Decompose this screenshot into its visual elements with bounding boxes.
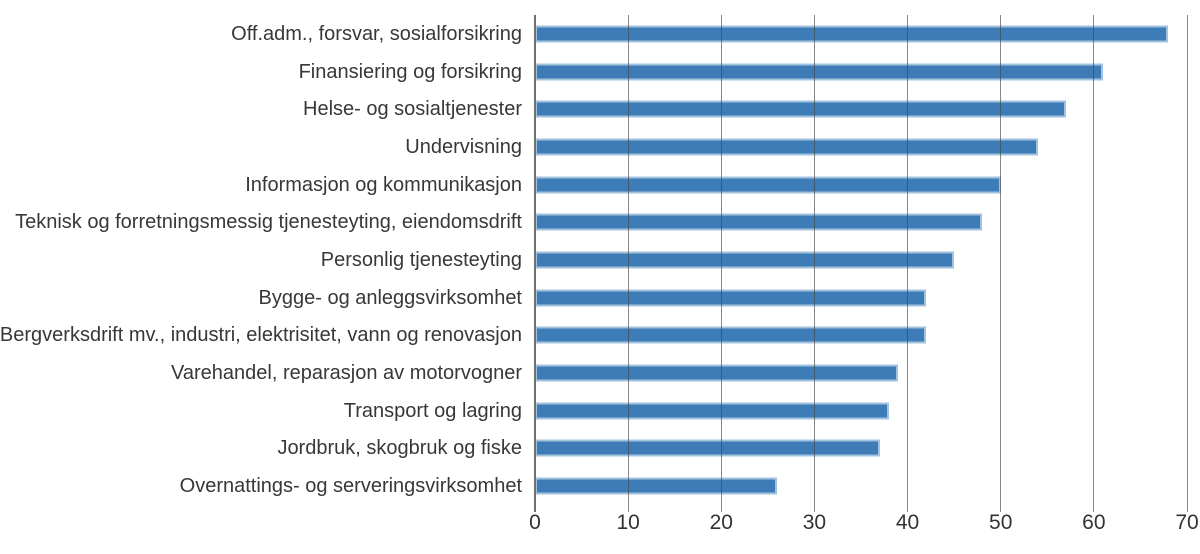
x-tick-label: 10	[616, 511, 640, 534]
category-label-text: Bergverksdrift mv., industri, elektrisit…	[0, 324, 522, 347]
bar-track	[529, 430, 1200, 468]
category-label-text: Varehandel, reparasjon av motorvogner	[171, 362, 522, 385]
category-label: Undervisning	[0, 128, 529, 166]
category-label-text: Teknisk og forretningsmessig tjenesteyti…	[15, 211, 522, 234]
category-label-text: Overnattings- og serveringsvirksomhet	[179, 475, 522, 498]
category-label-text: Off.adm., forsvar, sosialforsikring	[231, 22, 522, 45]
chart-row: Off.adm., forsvar, sosialforsikring	[0, 15, 1200, 53]
bar-track	[529, 467, 1200, 505]
category-label: Teknisk og forretningsmessig tjenesteyti…	[0, 203, 529, 241]
bar-track	[529, 354, 1200, 392]
chart-row: Bygge- og anleggsvirksomhet	[0, 279, 1200, 317]
category-label: Off.adm., forsvar, sosialforsikring	[0, 15, 529, 53]
bar-track	[529, 53, 1200, 91]
chart-row: Finansiering og forsikring	[0, 53, 1200, 91]
x-tick-label: 40	[895, 511, 920, 534]
gridline-20	[720, 15, 722, 512]
bar-track	[529, 128, 1200, 166]
bar	[535, 251, 955, 269]
x-tick-label: 20	[709, 511, 733, 534]
bar-track	[529, 166, 1200, 204]
bar	[535, 439, 880, 457]
category-label: Bygge- og anleggsvirksomhet	[0, 279, 529, 317]
bar-track	[529, 90, 1200, 128]
x-tick-label: 0	[529, 511, 541, 534]
x-tick-label: 30	[802, 511, 827, 534]
bar-track	[529, 15, 1200, 53]
gridline-50	[1000, 15, 1002, 512]
category-label: Informasjon og kommunikasjon	[0, 166, 529, 204]
x-tick-label: 70	[1175, 511, 1199, 534]
x-tick-label: 50	[989, 511, 1013, 534]
bar	[535, 100, 1066, 118]
chart-rows: Off.adm., forsvar, sosialforsikring Finan…	[0, 15, 1200, 505]
y-axis-line	[534, 15, 536, 512]
chart-row: Bergverksdrift mv., industri, elektrisit…	[0, 317, 1200, 355]
category-label: Bergverksdrift mv., industri, elektrisit…	[0, 317, 529, 355]
category-label: Varehandel, reparasjon av motorvogner	[0, 354, 529, 392]
chart-row: Transport og lagring	[0, 392, 1200, 430]
bar	[535, 289, 927, 307]
bar	[535, 63, 1104, 81]
bar	[535, 326, 927, 344]
bar	[535, 477, 778, 495]
category-label-text: Helse- og sosialtjenester	[303, 98, 522, 121]
chart-row: Overnattings- og serveringsvirksomhet	[0, 467, 1200, 505]
bar-track	[529, 317, 1200, 355]
gridline-60	[1093, 15, 1095, 512]
x-tick-label: 60	[1082, 511, 1106, 534]
chart-row: Helse- og sosialtjenester	[0, 90, 1200, 128]
gridline-70	[1186, 15, 1188, 512]
category-label-text: Transport og lagring	[343, 399, 522, 422]
category-label-text: Bygge- og anleggsvirksomhet	[258, 286, 522, 309]
bar-track	[529, 392, 1200, 430]
bar-track	[529, 279, 1200, 317]
bar-track	[529, 241, 1200, 279]
bar	[535, 213, 983, 231]
chart-row: Teknisk og forretningsmessig tjenesteyti…	[0, 203, 1200, 241]
gridline-10	[627, 15, 629, 512]
category-label: Finansiering og forsikring	[0, 53, 529, 91]
category-label: Helse- og sosialtjenester	[0, 90, 529, 128]
bar	[535, 364, 899, 382]
category-label: Overnattings- og serveringsvirksomhet	[0, 467, 529, 505]
chart-row: Personlig tjenesteyting	[0, 241, 1200, 279]
category-label-text: Informasjon og kommunikasjon	[245, 173, 522, 196]
category-label: Personlig tjenesteyting	[0, 241, 529, 279]
gridline-30	[813, 15, 815, 512]
bar	[535, 402, 889, 420]
category-label-text: Finansiering og forsikring	[298, 60, 522, 83]
chart-row: Informasjon og kommunikasjon	[0, 166, 1200, 204]
category-label-text: Jordbruk, skogbruk og fiske	[277, 437, 522, 460]
chart-row: Undervisning	[0, 128, 1200, 166]
bar	[535, 138, 1038, 156]
category-label-text: Undervisning	[405, 135, 522, 158]
chart-row: Varehandel, reparasjon av motorvogner	[0, 354, 1200, 392]
gridline-40	[907, 15, 909, 512]
category-label-text: Personlig tjenesteyting	[320, 248, 522, 271]
bar	[535, 25, 1169, 43]
bar	[535, 176, 1001, 194]
category-label: Jordbruk, skogbruk og fiske	[0, 430, 529, 468]
category-label: Transport og lagring	[0, 392, 529, 430]
chart-row: Jordbruk, skogbruk og fiske	[0, 430, 1200, 468]
bar-track	[529, 203, 1200, 241]
